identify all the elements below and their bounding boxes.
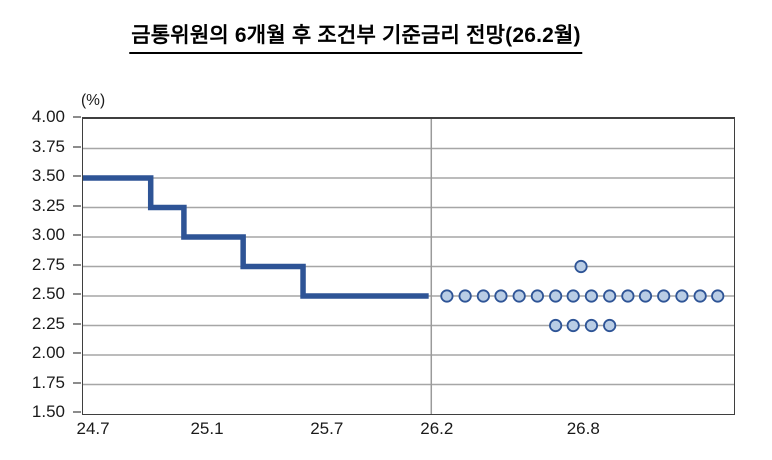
x-tick-label: 25.7: [310, 419, 344, 438]
y-tick-mark: [73, 145, 81, 148]
y-tick-label: 1.50: [31, 402, 65, 421]
chart-canvas: [83, 119, 734, 414]
forecast-dot: [566, 289, 580, 303]
forecast-dot: [675, 289, 689, 303]
forecast-dot: [584, 318, 599, 333]
y-tick-mark: [73, 352, 81, 354]
y-tick-mark: [73, 263, 81, 266]
y-tick-label: 3.00: [31, 225, 65, 244]
forecast-dot: [693, 289, 707, 303]
forecast-dot: [574, 259, 588, 274]
y-tick-label: 2.50: [31, 284, 65, 303]
forecast-dot: [603, 318, 617, 333]
y-tick-mark: [73, 234, 81, 236]
forecast-dot: [711, 289, 725, 303]
y-tick-mark: [73, 293, 81, 295]
forecast-dot: [494, 289, 508, 303]
forecast-dot: [512, 289, 526, 303]
y-axis-unit-label: (%): [81, 92, 106, 109]
forecast-dot: [603, 289, 617, 303]
forecast-dot: [657, 289, 671, 303]
forecast-dot: [638, 289, 653, 303]
forecast-dot: [566, 318, 580, 333]
base-rate-step-line: [83, 175, 429, 299]
forecast-dot: [530, 289, 544, 303]
y-tick-label: 3.25: [31, 195, 65, 215]
y-tick-label: 2.75: [31, 254, 65, 274]
y-tick-label: 1.75: [31, 372, 65, 392]
y-tick-label: 2.25: [31, 313, 65, 333]
forecast-dot: [476, 289, 490, 303]
y-tick-label: 3.75: [31, 136, 65, 156]
forecast-dot: [549, 289, 563, 303]
y-tick-label: 4.00: [31, 107, 65, 126]
y-tick-mark: [73, 322, 81, 325]
forecast-dot: [621, 289, 635, 303]
y-tick-label: 3.50: [31, 166, 65, 185]
y-tick-mark: [73, 411, 81, 413]
forecast-dot: [584, 289, 599, 303]
plot-area: [82, 117, 735, 415]
x-tick-label: 26.2: [420, 419, 454, 438]
y-tick-mark: [73, 381, 81, 384]
y-tick-mark: [73, 204, 81, 207]
chart-title: 금통위원의 6개월 후 조건부 기준금리 전망(26.2월): [129, 19, 583, 54]
forecast-dot: [549, 318, 563, 333]
y-tick-mark: [73, 175, 81, 177]
x-tick-label: 26.8: [566, 419, 600, 438]
y-tick-label: 2.00: [31, 343, 65, 362]
y-tick-mark: [73, 116, 81, 118]
forecast-dot: [440, 289, 454, 303]
forecast-dot: [458, 289, 472, 303]
x-tick-label: 24.7: [76, 419, 110, 438]
x-tick-label: 25.1: [190, 419, 224, 438]
